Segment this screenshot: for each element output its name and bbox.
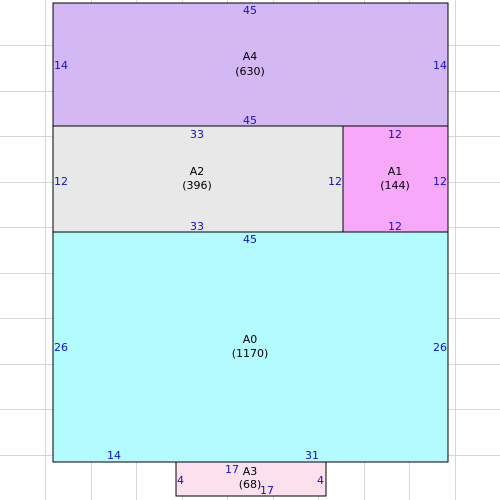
dim-a1-bottom: 12 (388, 220, 402, 233)
area-a3-name: A3 (243, 465, 258, 478)
area-a3[interactable] (175, 461, 327, 497)
area-a4[interactable] (52, 2, 449, 127)
area-a0-name: A0 (243, 333, 258, 346)
dim-a4-bottom: 45 (243, 114, 257, 127)
dim-a0-left: 26 (54, 341, 68, 354)
area-a2[interactable] (52, 125, 344, 233)
dim-a3-right: 4 (317, 474, 324, 487)
dim-a2-left: 12 (54, 175, 68, 188)
area-a4-name: A4 (243, 50, 258, 63)
dim-a1-right: 12 (433, 175, 447, 188)
area-a2-size: (396) (182, 179, 212, 192)
dim-a0-right: 26 (433, 341, 447, 354)
dim-a3-bottom: 17 (260, 484, 274, 497)
dim-a4-left: 14 (54, 59, 68, 72)
dim-a1-top: 12 (388, 128, 402, 141)
area-a2-name: A2 (190, 165, 205, 178)
area-a0[interactable] (52, 231, 449, 463)
area-a1-name: A1 (388, 165, 403, 178)
dim-a3-left: 4 (177, 474, 184, 487)
area-a0-size: (1170) (232, 347, 269, 360)
dim-a2-right: 12 (328, 175, 342, 188)
area-a3-size: (68) (239, 478, 262, 491)
dim-a3-top: 17 (225, 463, 239, 476)
dim-a0-bottom-left: 14 (107, 449, 121, 462)
dim-a4-right: 14 (433, 59, 447, 72)
dim-a0-top: 45 (243, 233, 257, 246)
dim-a0-bottom-right: 31 (305, 449, 319, 462)
area-a1[interactable] (342, 125, 449, 233)
area-a1-size: (144) (380, 179, 410, 192)
area-a4-size: (630) (235, 65, 265, 78)
dim-a2-bottom: 33 (190, 220, 204, 233)
dim-a4-top: 45 (243, 4, 257, 17)
dim-a2-top: 33 (190, 128, 204, 141)
